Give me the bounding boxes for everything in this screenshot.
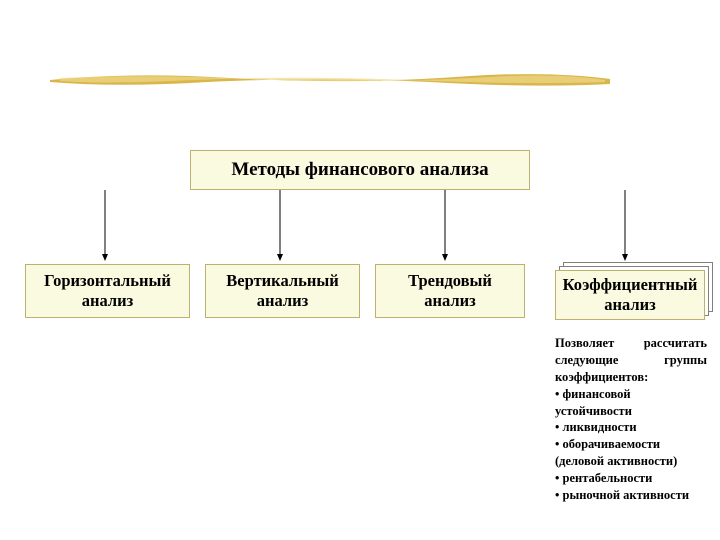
child-label: Коэффициентный анализ [563,275,698,315]
child-box-vertical: Вертикальный анализ [205,264,360,318]
root-box-label: Методы финансового анализа [231,159,488,182]
child-box-horizontal: Горизонтальный анализ [25,264,190,318]
child-label: Трендовый анализ [408,271,492,311]
root-box: Методы финансового анализа [190,150,530,190]
child-box-coefficient: Коэффициентный анализ [555,270,705,320]
child-label: Горизонтальный анализ [44,271,171,311]
child-label: Вертикальный анализ [226,271,338,311]
coefficient-description: Позволяетрассчитать следующиегруппы коэф… [555,335,707,504]
child-box-trend: Трендовый анализ [375,264,525,318]
